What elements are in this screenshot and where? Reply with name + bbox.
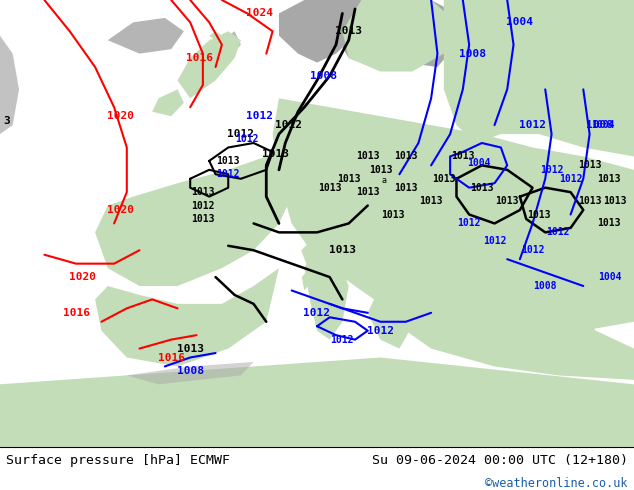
Text: 1012: 1012 (559, 174, 583, 184)
Text: 1012: 1012 (330, 335, 354, 344)
Text: 1013: 1013 (419, 196, 443, 206)
Text: 1016: 1016 (63, 308, 89, 318)
Text: 1013: 1013 (337, 174, 361, 184)
Text: 1013: 1013 (451, 151, 475, 161)
Text: 1016: 1016 (158, 352, 184, 363)
Text: 1013: 1013 (495, 196, 519, 206)
Text: 1004: 1004 (592, 120, 615, 130)
Text: 1012: 1012 (546, 227, 570, 237)
Text: 1013: 1013 (597, 174, 621, 184)
Text: 1013: 1013 (470, 183, 494, 193)
Text: 1013: 1013 (578, 196, 602, 206)
Text: 1013: 1013 (356, 151, 380, 161)
Text: ©weatheronline.co.uk: ©weatheronline.co.uk (485, 477, 628, 490)
Polygon shape (0, 358, 634, 447)
Text: Su 09-06-2024 00:00 UTC (12+180): Su 09-06-2024 00:00 UTC (12+180) (372, 454, 628, 467)
Text: 1016: 1016 (186, 53, 213, 63)
Text: 1008: 1008 (586, 120, 612, 130)
Polygon shape (0, 36, 19, 134)
Text: a: a (381, 176, 386, 186)
Text: 1013: 1013 (394, 151, 418, 161)
Text: 1013: 1013 (527, 210, 551, 220)
Text: 1004: 1004 (507, 17, 533, 27)
Text: 1012: 1012 (247, 111, 273, 121)
Text: 1013: 1013 (191, 214, 215, 224)
Text: 1008: 1008 (177, 366, 204, 376)
Text: 1013: 1013 (394, 183, 418, 193)
Text: 1012: 1012 (519, 120, 546, 130)
Text: 1024: 1024 (247, 8, 273, 19)
Text: 1008: 1008 (459, 49, 486, 59)
Polygon shape (178, 31, 241, 98)
Polygon shape (393, 259, 634, 380)
Polygon shape (380, 0, 456, 67)
Text: 1020: 1020 (69, 272, 96, 282)
Text: 1012: 1012 (540, 165, 564, 175)
Text: 1013: 1013 (597, 219, 621, 228)
Text: 1020: 1020 (107, 205, 134, 215)
Text: 1012: 1012 (191, 200, 215, 211)
Polygon shape (273, 98, 634, 331)
Polygon shape (336, 0, 418, 67)
Text: 1012: 1012 (367, 326, 394, 336)
Text: 3: 3 (3, 116, 10, 125)
Text: 1013: 1013 (318, 183, 342, 193)
Polygon shape (108, 18, 184, 53)
Text: 1013: 1013 (329, 245, 356, 255)
Text: 1013: 1013 (216, 156, 240, 166)
Polygon shape (203, 31, 241, 72)
Text: 1013: 1013 (368, 165, 392, 175)
Text: 1013: 1013 (356, 187, 380, 197)
Text: 1013: 1013 (262, 149, 289, 159)
Polygon shape (95, 143, 304, 286)
Text: 1004: 1004 (467, 158, 491, 168)
Polygon shape (304, 241, 349, 340)
Text: 1012: 1012 (521, 245, 545, 255)
Text: 1012: 1012 (304, 308, 330, 318)
Text: 1012: 1012 (457, 219, 481, 228)
Text: 1013: 1013 (177, 343, 204, 354)
Text: 1013: 1013 (381, 210, 405, 220)
Text: 1020: 1020 (107, 111, 134, 121)
Polygon shape (368, 286, 412, 348)
Polygon shape (95, 268, 279, 367)
Text: 1004: 1004 (598, 272, 621, 282)
Polygon shape (444, 0, 634, 156)
Text: 1008: 1008 (310, 71, 337, 81)
Text: 1012: 1012 (216, 169, 240, 179)
Text: Surface pressure [hPa] ECMWF: Surface pressure [hPa] ECMWF (6, 454, 230, 467)
Polygon shape (127, 362, 254, 384)
Polygon shape (279, 0, 361, 63)
Text: 1012: 1012 (235, 134, 259, 144)
Polygon shape (301, 241, 314, 264)
Text: 1013: 1013 (578, 160, 602, 171)
Text: 1013: 1013 (603, 196, 627, 206)
Polygon shape (152, 89, 184, 116)
Polygon shape (302, 268, 312, 291)
Text: 1013: 1013 (335, 26, 362, 36)
Text: 1012: 1012 (275, 120, 302, 130)
Text: 1013: 1013 (191, 187, 215, 197)
Polygon shape (209, 31, 222, 40)
Text: 1013: 1013 (432, 174, 456, 184)
Text: 1008: 1008 (533, 281, 557, 291)
Polygon shape (342, 0, 456, 72)
Text: 1012: 1012 (482, 236, 507, 246)
Text: 1012: 1012 (228, 129, 254, 139)
